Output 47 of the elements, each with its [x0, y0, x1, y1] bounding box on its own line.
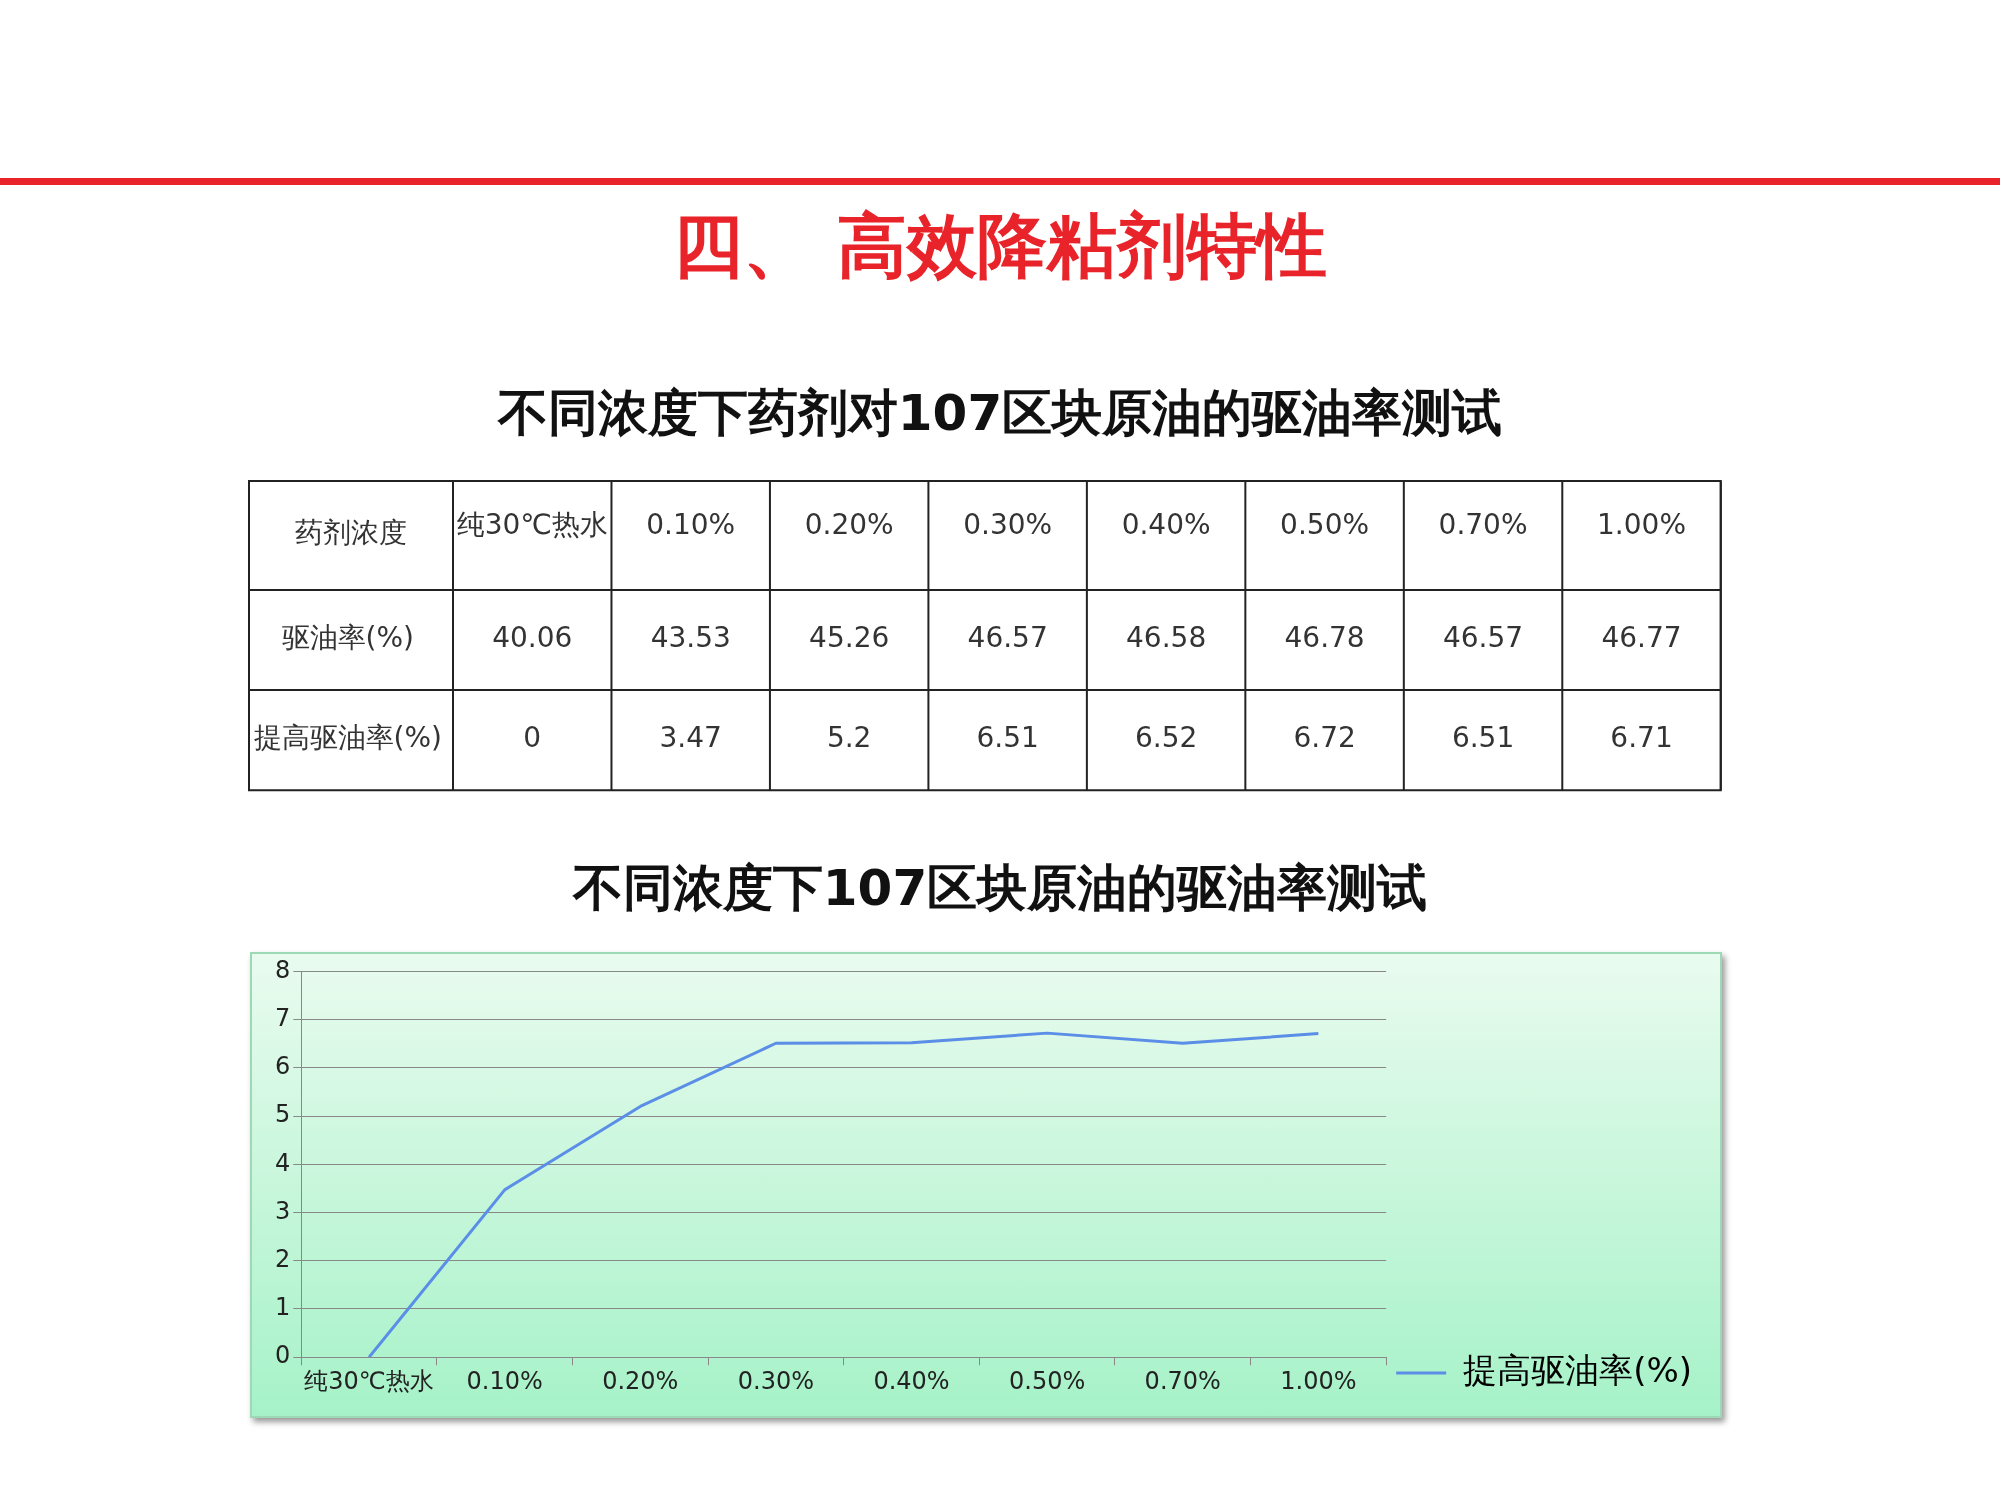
data-label: 6.71	[1610, 721, 1673, 755]
x-tick-label: 0.40%	[1121, 508, 1211, 542]
y-tick-label: 8	[274, 955, 291, 984]
x-tick-label: 0.40%	[873, 1366, 950, 1395]
y-tick-label: 3	[274, 1196, 291, 1225]
x-tick-label: 0.70%	[1144, 1366, 1221, 1395]
x-tick-label: 0.20%	[804, 508, 894, 542]
x-tick-label: 0.50%	[1280, 508, 1370, 542]
x-tick-label: 0.30%	[737, 1366, 815, 1395]
data-label: 6.52	[1134, 721, 1198, 755]
data-label: 46.78	[1284, 621, 1365, 655]
data-label: 46.58	[1126, 621, 1207, 655]
chart-title: 不同浓度下107区块原油的驱油率测试	[571, 858, 1429, 919]
x-tick-label: 0.50%	[1009, 1366, 1086, 1395]
x-tick-label: 0.30%	[963, 508, 1053, 542]
x-tick-label: 纯30℃热水	[304, 1366, 434, 1395]
y-tick-label: 驱油率(%)	[281, 621, 414, 655]
data-label: 45.26	[809, 621, 890, 655]
data-label: 46.57	[967, 621, 1048, 655]
x-tick-label: 0.20%	[602, 1366, 679, 1395]
text: 四、 高效降粘剂特性	[671, 204, 1329, 289]
data-label: 6.51	[976, 721, 1039, 755]
data-label: 46.77	[1601, 621, 1682, 655]
x-tick-label: 1.00%	[1280, 1366, 1357, 1395]
y-tick-label: 5	[274, 1100, 291, 1129]
x-tick-label: 0.70%	[1438, 508, 1528, 542]
data-label: 0	[523, 721, 542, 755]
chart-title: 不同浓度下药剂对107区块原油的驱油率测试	[496, 383, 1504, 444]
y-tick-label: 6	[274, 1052, 291, 1081]
data-label: 40.06	[492, 621, 573, 655]
data-label: 5.2	[826, 721, 872, 755]
x-tick-label: 0.10%	[646, 508, 736, 542]
data-label: 6.51	[1451, 721, 1515, 755]
x-tick-label: 1.00%	[1597, 508, 1686, 542]
data-label: 46.57	[1442, 621, 1524, 655]
y-tick-label: 7	[274, 1003, 291, 1032]
data-label: 43.53	[650, 621, 731, 655]
y-tick-label: 0	[274, 1341, 291, 1370]
x-axis-title: 药剂浓度	[294, 516, 407, 550]
y-tick-label: 1	[274, 1293, 291, 1322]
data-label: 3.47	[659, 721, 722, 755]
y-tick-label: 4	[274, 1148, 291, 1177]
x-tick-label: 纯30℃热水	[456, 508, 608, 542]
x-tick-label: 0.10%	[466, 1366, 543, 1395]
data-label: 6.72	[1293, 721, 1356, 755]
y-tick-label: 2	[274, 1244, 291, 1273]
legend-label: 提高驱油率(%)	[1463, 1349, 1693, 1390]
